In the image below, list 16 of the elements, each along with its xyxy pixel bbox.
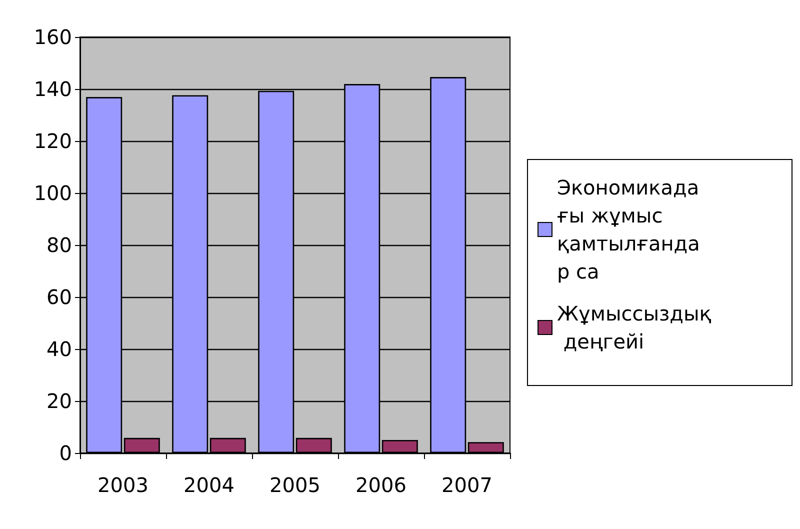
y-tick-label: 100: [34, 181, 72, 205]
y-tick-label: 60: [46, 285, 72, 309]
legend-label: Экономикадағы жұмыс қамтылғандар са: [557, 176, 700, 284]
x-tick-label: 2006: [356, 473, 406, 497]
y-tick-label: 120: [34, 129, 72, 153]
legend-label: Жұмыссыздық деңгейі: [557, 302, 712, 354]
y-tick-label: 40: [46, 337, 72, 361]
x-tick-label: 2003: [98, 473, 148, 497]
x-tick-label: 2004: [184, 473, 234, 497]
y-tick-label: 140: [34, 77, 72, 101]
x-tick-label: 2007: [442, 473, 492, 497]
y-tick-label: 80: [46, 233, 72, 257]
x-tick-label: 2005: [270, 473, 320, 497]
y-tick-label: 0: [59, 441, 72, 465]
y-tick-label: 20: [46, 389, 72, 413]
y-tick-label: 160: [34, 25, 72, 49]
